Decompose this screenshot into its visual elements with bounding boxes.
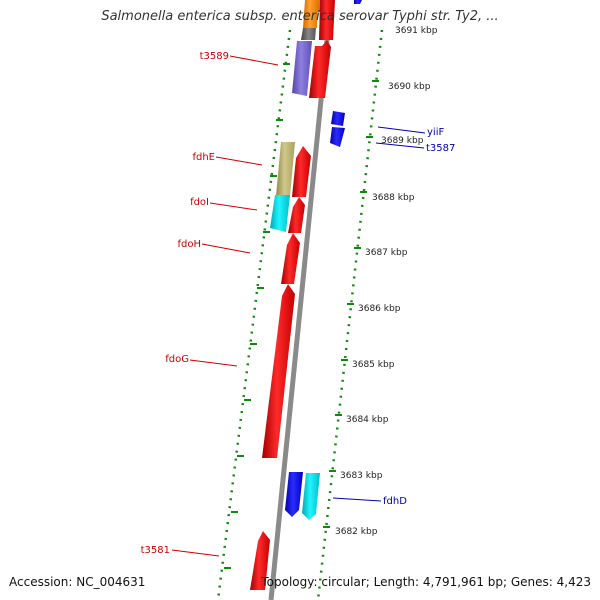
gene-label-fdoH[interactable]: fdoH [177,239,201,250]
gene-label-fdoI[interactable]: fdoI [190,197,209,208]
feature-cds-fdoH [281,233,300,284]
gene-label-t3589[interactable]: t3589 [200,51,229,62]
scale-labels: 3691 kbp 3690 kbp 3689 kbp 3688 kbp 3687… [335,26,438,537]
gc-track-outer [316,29,384,600]
feature-forward-red-top [319,0,335,40]
feature-cds-fdoI [288,197,305,233]
reverse-gene-labels: t3589 fdhE fdoI fdoH fdoG t3581 [141,51,229,556]
scale-label: 3684 kbp [346,415,389,425]
scale-label: 3689 kbp [381,136,424,146]
reverse-features [270,0,320,520]
forward-features [250,0,362,590]
scale-label: 3691 kbp [395,26,438,36]
forward-gene-labels: yiiF t3587 fdhD [383,127,455,507]
feature-cds-fdhE [292,146,311,197]
feature-cds-t3589 [309,40,331,98]
scale-label: 3687 kbp [365,248,408,258]
feature-cds-fdoG [262,284,295,458]
feature-cds-fdhD-cyan [302,473,320,520]
gene-label-fdoG[interactable]: fdoG [165,354,189,365]
feature-gray-top [301,28,316,40]
scale-ticks [323,80,379,528]
scale-label: 3690 kbp [388,82,431,92]
genome-summary: Topology: circular; Length: 4,791,961 bp… [261,575,591,589]
gene-label-yiiF[interactable]: yiiF [427,127,444,138]
inner-ticks [224,63,290,569]
scale-label: 3686 kbp [358,304,401,314]
reverse-label-lines [171,55,279,557]
feature-cyan-left [270,195,290,232]
map-title: Salmonella enterica subsp. enterica sero… [101,9,499,24]
feature-cds-fdhD-blue [285,472,303,517]
feature-khaki [276,142,295,196]
accession-label: Accession: NC_004631 [9,575,146,589]
feature-cds-t3581 [250,531,270,590]
feature-cds-yiiF-b [330,127,345,147]
gene-label-t3581[interactable]: t3581 [141,545,170,556]
scale-label: 3688 kbp [372,193,415,203]
forward-label-lines [332,126,426,502]
gene-label-fdhE[interactable]: fdhE [192,152,215,163]
feature-forward-blue-top [354,0,362,4]
gene-label-fdhD[interactable]: fdhD [383,496,407,507]
scale-label: 3685 kbp [352,360,395,370]
feature-purple [292,41,312,96]
gene-label-t3587[interactable]: t3587 [426,143,455,154]
scale-label: 3683 kbp [340,471,383,481]
scale-label: 3682 kbp [335,527,378,537]
feature-orange-top [303,0,318,28]
feature-cds-yiiF-a [331,111,345,126]
backbone [268,19,332,600]
